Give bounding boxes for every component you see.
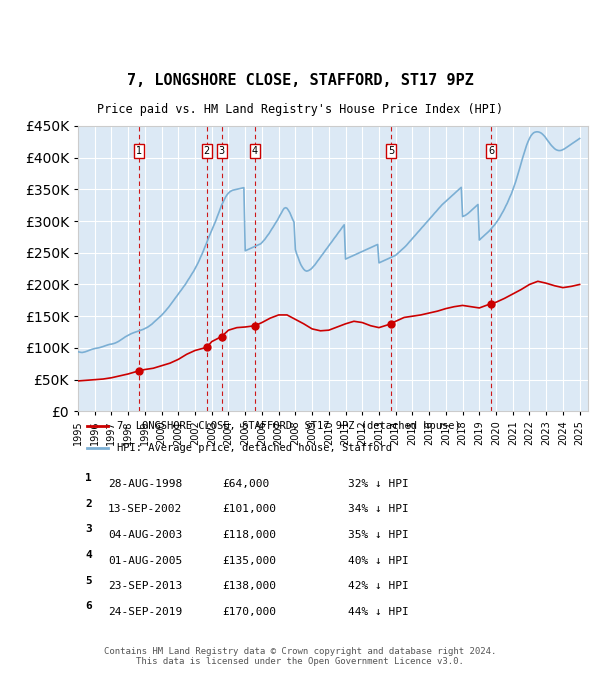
Text: 28-AUG-1998: 28-AUG-1998: [108, 479, 182, 489]
Text: 1: 1: [85, 473, 92, 483]
Text: 23-SEP-2013: 23-SEP-2013: [108, 581, 182, 592]
Text: 7, LONGSHORE CLOSE, STAFFORD, ST17 9PZ (detached house): 7, LONGSHORE CLOSE, STAFFORD, ST17 9PZ (…: [117, 421, 461, 430]
Text: 4: 4: [85, 550, 92, 560]
Text: 4: 4: [252, 146, 258, 156]
Text: 5: 5: [85, 575, 92, 585]
Text: 13-SEP-2002: 13-SEP-2002: [108, 505, 182, 514]
Text: £101,000: £101,000: [222, 505, 276, 514]
Text: 04-AUG-2003: 04-AUG-2003: [108, 530, 182, 540]
Text: 2: 2: [203, 146, 210, 156]
Text: 1: 1: [136, 146, 142, 156]
Text: 32% ↓ HPI: 32% ↓ HPI: [348, 479, 409, 489]
Text: 34% ↓ HPI: 34% ↓ HPI: [348, 505, 409, 514]
Text: 6: 6: [488, 146, 494, 156]
Text: 7, LONGSHORE CLOSE, STAFFORD, ST17 9PZ: 7, LONGSHORE CLOSE, STAFFORD, ST17 9PZ: [127, 73, 473, 88]
Text: 3: 3: [85, 524, 92, 534]
Text: £118,000: £118,000: [222, 530, 276, 540]
Text: 01-AUG-2005: 01-AUG-2005: [108, 556, 182, 566]
Text: £135,000: £135,000: [222, 556, 276, 566]
Text: £170,000: £170,000: [222, 607, 276, 617]
Text: 6: 6: [85, 601, 92, 611]
Text: 2: 2: [85, 498, 92, 509]
Text: Contains HM Land Registry data © Crown copyright and database right 2024.
This d: Contains HM Land Registry data © Crown c…: [104, 647, 496, 666]
Text: £138,000: £138,000: [222, 581, 276, 592]
Text: 44% ↓ HPI: 44% ↓ HPI: [348, 607, 409, 617]
Text: £64,000: £64,000: [222, 479, 269, 489]
Text: 40% ↓ HPI: 40% ↓ HPI: [348, 556, 409, 566]
Text: HPI: Average price, detached house, Stafford: HPI: Average price, detached house, Staf…: [117, 443, 392, 453]
Text: 35% ↓ HPI: 35% ↓ HPI: [348, 530, 409, 540]
Text: 3: 3: [218, 146, 224, 156]
Text: Price paid vs. HM Land Registry's House Price Index (HPI): Price paid vs. HM Land Registry's House …: [97, 103, 503, 116]
Text: 42% ↓ HPI: 42% ↓ HPI: [348, 581, 409, 592]
Text: 5: 5: [388, 146, 394, 156]
Text: 24-SEP-2019: 24-SEP-2019: [108, 607, 182, 617]
